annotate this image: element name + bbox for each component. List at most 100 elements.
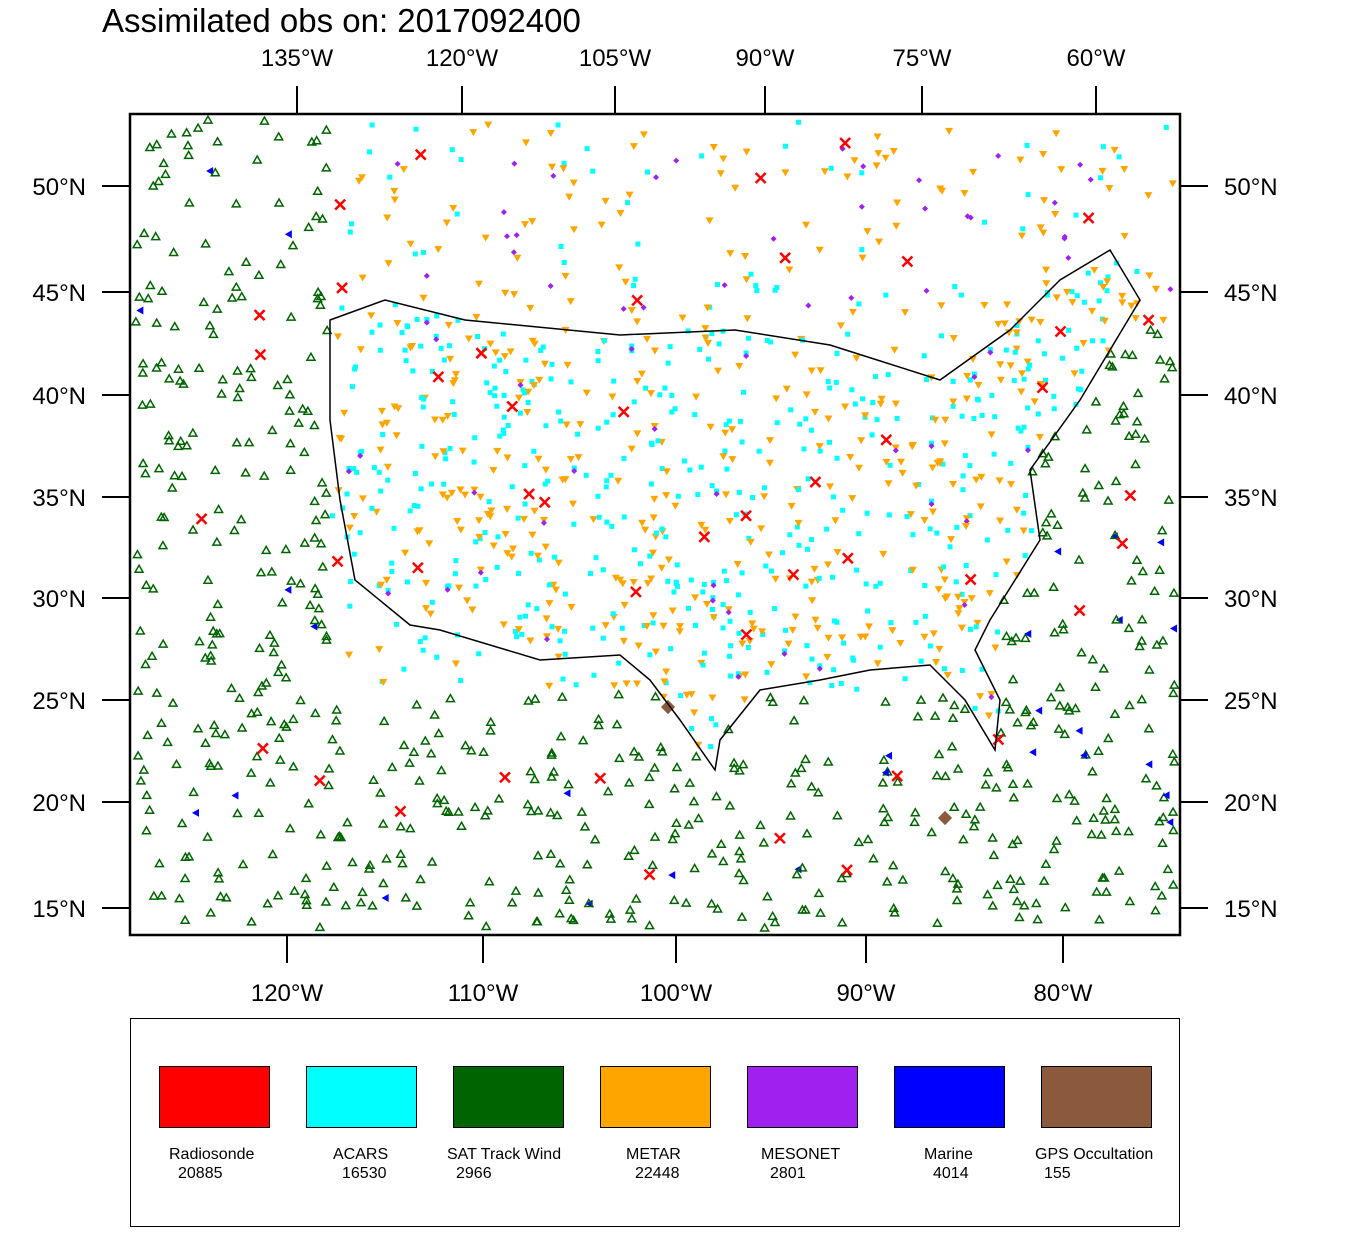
acars-marker	[726, 653, 732, 659]
legend-label: ACARS	[333, 1146, 389, 1163]
sat-track-wind-marker	[438, 794, 450, 805]
mesonet-marker	[673, 157, 680, 164]
sat-track-wind-marker	[192, 122, 204, 132]
acars-marker	[1011, 377, 1017, 383]
acars-marker	[993, 572, 999, 578]
sat-track-wind-marker	[478, 746, 489, 757]
metar-marker	[569, 226, 578, 234]
acars-marker	[515, 515, 521, 521]
metar-marker	[619, 637, 628, 645]
metar-marker	[996, 376, 1005, 384]
metar-marker	[709, 144, 718, 152]
sat-track-wind-marker	[285, 438, 296, 448]
acars-marker	[665, 360, 671, 366]
metar-marker	[456, 486, 465, 494]
acars-marker	[845, 331, 851, 337]
sat-track-wind-marker	[529, 773, 541, 784]
marine-marker	[381, 893, 389, 902]
metar-marker	[333, 333, 342, 341]
marine-marker	[192, 808, 200, 817]
metar-marker	[521, 139, 530, 147]
sat-track-wind-marker	[1130, 458, 1141, 469]
radiosonde-marker	[1036, 381, 1049, 394]
marine-marker	[563, 789, 571, 798]
metar-marker	[1068, 299, 1077, 307]
sat-track-wind-marker	[156, 285, 168, 295]
sat-track-wind-marker	[1154, 816, 1165, 826]
acars-marker	[852, 401, 858, 407]
sat-track-wind-marker	[649, 831, 661, 841]
acars-marker	[347, 603, 353, 609]
metar-marker	[643, 335, 652, 343]
acars-marker	[816, 575, 822, 581]
acars-marker	[641, 622, 647, 628]
sat-track-wind-marker	[929, 710, 941, 720]
radiosonde-marker	[740, 628, 753, 641]
sat-track-wind-marker	[791, 869, 803, 879]
metar-marker	[994, 320, 1003, 328]
metar-marker	[356, 346, 365, 354]
sat-track-wind-marker	[987, 900, 999, 910]
acars-marker	[369, 122, 375, 128]
metar-marker	[545, 600, 554, 608]
sat-track-wind-marker	[717, 855, 729, 866]
acars-marker	[959, 413, 965, 419]
sat-track-wind-marker	[142, 293, 154, 303]
sat-track-wind-marker	[176, 470, 188, 481]
metar-marker	[506, 348, 515, 356]
metar-marker	[1027, 316, 1036, 324]
metar-marker	[393, 319, 402, 327]
acars-marker	[631, 283, 637, 289]
mesonet-marker	[963, 518, 970, 525]
sat-track-wind-marker	[375, 787, 386, 797]
sat-track-wind-marker	[564, 874, 576, 884]
metar-marker	[873, 133, 882, 141]
sat-track-wind-marker	[321, 630, 332, 641]
metar-marker	[597, 221, 606, 229]
acars-marker	[621, 455, 627, 461]
sat-track-wind-marker	[156, 717, 167, 728]
metar-marker	[772, 395, 781, 403]
acars-marker	[1021, 376, 1027, 382]
acars-marker	[738, 418, 744, 424]
acars-marker	[720, 602, 726, 608]
sat-track-wind-marker	[1040, 458, 1051, 468]
acars-marker	[960, 487, 966, 493]
acars-marker	[525, 602, 531, 608]
sat-track-wind-marker	[288, 761, 299, 771]
sat-track-wind-marker	[276, 659, 287, 669]
acars-marker	[1073, 401, 1079, 407]
sat-track-wind-marker	[315, 538, 327, 548]
legend-count: 20885	[178, 1165, 223, 1182]
marine-marker	[136, 306, 144, 315]
metar-marker	[996, 361, 1005, 369]
metar-marker	[559, 165, 568, 173]
sat-track-wind-marker	[153, 176, 164, 186]
acars-marker	[659, 526, 665, 532]
metar-marker	[940, 440, 949, 448]
metar-marker	[1088, 307, 1097, 315]
sat-track-wind-marker	[231, 437, 243, 447]
sat-track-wind-marker	[212, 867, 224, 877]
metar-marker	[629, 143, 638, 151]
acars-marker	[657, 392, 663, 398]
sat-track-wind-marker	[246, 371, 257, 382]
acars-marker	[1100, 338, 1106, 344]
acars-marker	[545, 478, 551, 484]
acars-marker	[674, 562, 680, 568]
sat-track-wind-marker	[183, 149, 194, 160]
sat-track-wind-marker	[1127, 349, 1138, 360]
acars-marker	[709, 483, 715, 489]
acars-marker	[1008, 460, 1014, 466]
metar-marker	[906, 511, 915, 519]
sat-track-wind-marker	[683, 819, 695, 829]
sat-track-wind-marker	[706, 898, 717, 908]
top-lon-label: 75°W	[893, 45, 952, 72]
metar-marker	[383, 214, 392, 222]
sat-track-wind-marker	[974, 801, 986, 811]
metar-marker	[1035, 434, 1044, 442]
acars-marker	[941, 564, 947, 570]
acars-marker	[764, 337, 770, 343]
metar-marker	[807, 578, 816, 586]
mesonet-marker	[964, 213, 971, 220]
